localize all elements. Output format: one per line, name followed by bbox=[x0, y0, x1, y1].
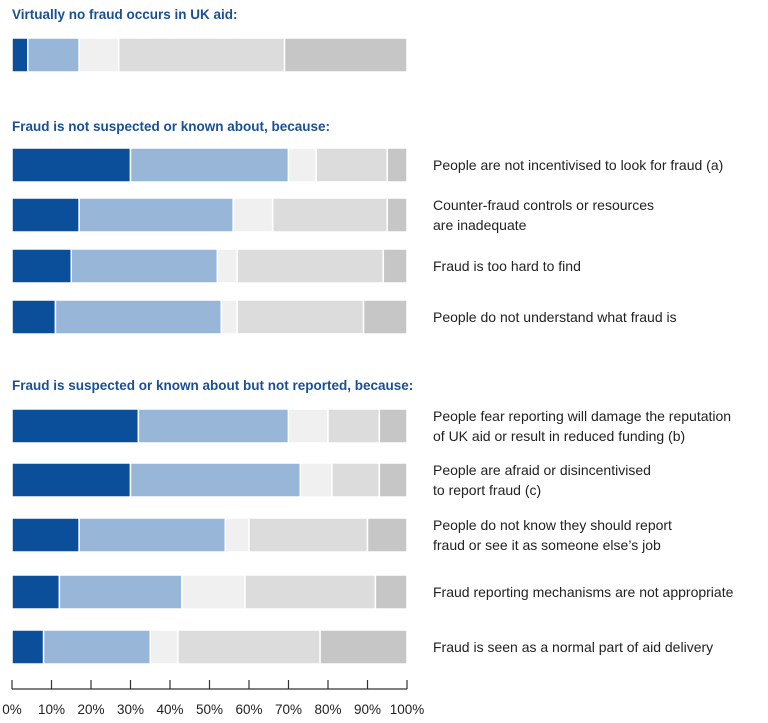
bar-segment bbox=[220, 299, 238, 335]
x-tick-label: 100% bbox=[390, 702, 425, 717]
bar-label: People fear reporting will damage the re… bbox=[433, 408, 731, 424]
bar-label: fraud or see it as someone else’s job bbox=[433, 537, 661, 553]
bar-segment bbox=[11, 574, 61, 610]
bar-segment bbox=[386, 147, 408, 183]
bar-label: Fraud is seen as a normal part of aid de… bbox=[433, 639, 713, 655]
bar-segment bbox=[386, 197, 408, 233]
bar-segment bbox=[366, 517, 408, 553]
bar-segment bbox=[216, 248, 238, 284]
x-tick-label: 70% bbox=[275, 702, 302, 717]
bar-segment bbox=[11, 517, 80, 553]
bar-segment bbox=[283, 37, 408, 73]
bar-segment bbox=[331, 462, 381, 498]
bar-segment bbox=[378, 408, 408, 444]
bar-segment bbox=[11, 197, 80, 233]
bar-segment bbox=[117, 37, 286, 73]
x-tick-label: 60% bbox=[235, 702, 262, 717]
bar-segment bbox=[11, 37, 29, 73]
bar-label: People do not know they should report bbox=[433, 517, 672, 533]
bar-segment bbox=[58, 574, 183, 610]
bar-segment bbox=[70, 248, 219, 284]
bar-segment bbox=[149, 629, 179, 665]
bar-segment bbox=[287, 147, 317, 183]
bar-segment bbox=[27, 37, 80, 73]
x-tick-label: 10% bbox=[38, 702, 65, 717]
section-title: Fraud is not suspected or known about, b… bbox=[12, 119, 330, 134]
bar-segment bbox=[319, 629, 408, 665]
x-tick-label: 40% bbox=[156, 702, 183, 717]
bar-segment bbox=[244, 574, 377, 610]
x-tick-label: 50% bbox=[196, 702, 223, 717]
bar-label: Fraud is too hard to find bbox=[433, 258, 581, 274]
bar-segment bbox=[271, 197, 389, 233]
bar-segment bbox=[382, 248, 408, 284]
bar-segment bbox=[299, 462, 333, 498]
bar-label: People are afraid or disincentivised bbox=[433, 462, 651, 478]
bar-segment bbox=[42, 629, 151, 665]
bar-label: People are not incentivised to look for … bbox=[433, 157, 723, 173]
bar-segment bbox=[78, 197, 234, 233]
x-tick-label: 20% bbox=[77, 702, 104, 717]
bar-label: to report fraud (c) bbox=[433, 482, 541, 498]
bar-segment bbox=[78, 37, 120, 73]
bar-segment bbox=[11, 248, 72, 284]
bar-segment bbox=[315, 147, 388, 183]
x-tick-label: 90% bbox=[354, 702, 381, 717]
bar-segment bbox=[54, 299, 223, 335]
bar-segment bbox=[11, 629, 45, 665]
x-tick-label: 0% bbox=[2, 702, 22, 717]
bar-label: of UK aid or result in reduced funding (… bbox=[433, 428, 685, 444]
bar-label: are inadequate bbox=[433, 217, 527, 233]
bar-segment bbox=[11, 408, 140, 444]
bar-segment bbox=[378, 462, 408, 498]
bar-label: Counter-fraud controls or resources bbox=[433, 197, 654, 213]
bar-segment bbox=[374, 574, 408, 610]
section-title: Fraud is suspected or known about but no… bbox=[12, 378, 413, 393]
bar-segment bbox=[137, 408, 290, 444]
bar-segment bbox=[78, 517, 227, 553]
bar-segment bbox=[236, 299, 365, 335]
bar-segment bbox=[327, 408, 381, 444]
x-tick-label: 30% bbox=[117, 702, 144, 717]
bar-segment bbox=[11, 299, 57, 335]
bar-label: Fraud reporting mechanisms are not appro… bbox=[433, 584, 734, 600]
x-tick-label: 80% bbox=[314, 702, 341, 717]
bar-segment bbox=[129, 147, 290, 183]
bar-segment bbox=[287, 408, 329, 444]
bar-segment bbox=[362, 299, 408, 335]
section-title: Virtually no fraud occurs in UK aid: bbox=[12, 7, 238, 22]
bar-segment bbox=[236, 248, 385, 284]
bar-segment bbox=[11, 462, 132, 498]
bar-segment bbox=[224, 517, 250, 553]
bar-segment bbox=[181, 574, 246, 610]
bar-segment bbox=[232, 197, 274, 233]
bar-segment bbox=[248, 517, 369, 553]
bar-segment bbox=[129, 462, 302, 498]
bar-segment bbox=[177, 629, 321, 665]
bar-label: People do not understand what fraud is bbox=[433, 309, 677, 325]
bar-segment bbox=[11, 147, 132, 183]
